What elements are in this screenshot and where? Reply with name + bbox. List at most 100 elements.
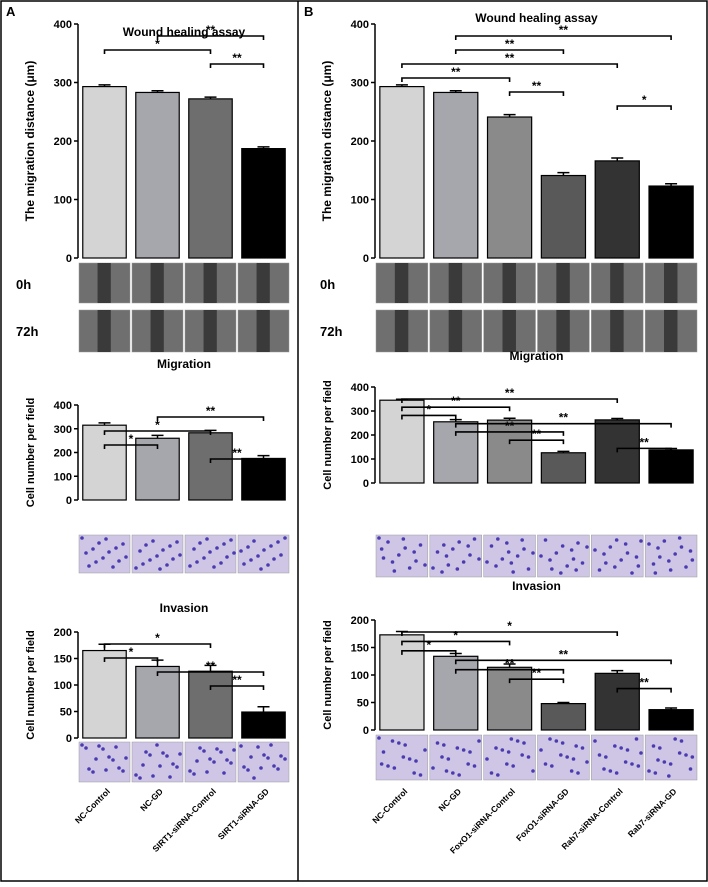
stained-cell — [192, 547, 196, 551]
stained-cell — [283, 536, 287, 540]
stained-cell — [679, 739, 684, 743]
stained-cell — [639, 751, 643, 755]
micrograph — [537, 534, 590, 578]
stained-cell — [468, 553, 472, 557]
y-tick-label: 150 — [54, 654, 72, 666]
stained-cell — [494, 564, 498, 568]
stained-cell — [276, 540, 280, 544]
error-bar — [665, 182, 678, 187]
stained-cell — [440, 755, 444, 759]
stained-cell — [249, 755, 253, 759]
y-tick-label: 200 — [351, 430, 369, 442]
stained-cell — [614, 771, 619, 775]
bar — [379, 634, 425, 731]
stained-cell — [526, 567, 531, 571]
stained-cell — [647, 769, 651, 773]
stained-cell — [158, 764, 162, 768]
stained-cell — [539, 748, 543, 752]
stained-cell — [229, 538, 233, 542]
significance-label: ** — [232, 673, 242, 687]
wound-gap — [97, 263, 111, 303]
stained-cell — [500, 748, 505, 752]
stained-cell — [550, 764, 554, 768]
stained-cell — [141, 763, 145, 767]
y-tick-label: 200 — [351, 136, 369, 148]
error-bar — [257, 705, 270, 713]
stained-cell — [151, 774, 155, 778]
error-bar — [611, 157, 624, 161]
stained-cell — [171, 557, 175, 561]
stained-cell — [466, 544, 470, 548]
significance-label: * — [642, 93, 647, 107]
stained-cell — [269, 544, 273, 548]
stained-cell — [155, 743, 159, 747]
chart-title: Wound healing assay — [123, 25, 246, 39]
bar — [594, 672, 640, 731]
y-tick-label: 0 — [66, 733, 72, 745]
stained-cell — [222, 771, 226, 775]
stained-cell — [249, 558, 253, 562]
stained-cell — [256, 554, 260, 558]
stained-cell — [630, 571, 634, 575]
stained-cell — [276, 767, 280, 771]
stained-cell — [489, 544, 494, 548]
stained-cell — [548, 737, 552, 741]
stained-cell — [390, 560, 395, 564]
bar — [648, 449, 694, 484]
stained-cell — [381, 556, 386, 560]
stained-cell — [161, 548, 165, 552]
stained-cell — [608, 769, 613, 773]
stained-cell — [84, 551, 88, 555]
stained-cell — [677, 751, 682, 755]
significance-bracket — [209, 458, 265, 463]
x-tick-label: Rab7-siRNA-GD — [626, 786, 679, 839]
wound-gap — [664, 263, 678, 303]
stained-cell — [266, 756, 270, 760]
stained-cell — [489, 771, 494, 775]
stained-cell — [256, 745, 260, 749]
stained-cell — [446, 757, 451, 761]
stained-cell — [597, 568, 602, 572]
stained-cell — [121, 769, 125, 773]
wound-gap — [150, 263, 164, 303]
stained-cell — [477, 739, 481, 743]
significance-bracket — [103, 657, 159, 662]
stained-cell — [468, 750, 472, 754]
stained-cell — [403, 546, 407, 550]
stained-cell — [225, 758, 229, 762]
stained-cell — [656, 758, 660, 762]
x-tick-label: NC-Control — [370, 786, 409, 825]
significance-label: ** — [505, 657, 515, 671]
stained-cell — [117, 559, 121, 563]
y-tick-label: 0 — [363, 478, 369, 490]
stained-cell — [165, 754, 169, 758]
significance-bracket — [401, 640, 511, 646]
stained-cell — [509, 561, 514, 565]
y-tick-label: 100 — [54, 195, 72, 207]
stained-cell — [550, 567, 554, 571]
bar — [241, 457, 286, 501]
stained-cell — [688, 767, 693, 771]
stained-cell — [668, 762, 673, 766]
stained-cell — [192, 772, 196, 776]
stained-cell — [673, 552, 677, 556]
stained-cell — [104, 768, 108, 772]
stained-cell — [526, 755, 531, 759]
bar — [486, 666, 533, 731]
y-tick-label: 0 — [363, 253, 369, 265]
stained-cell — [651, 562, 656, 566]
significance-label: * — [129, 645, 134, 659]
stained-cell — [423, 748, 427, 752]
stained-cell — [107, 550, 111, 554]
stained-cell — [506, 750, 511, 754]
stained-cell — [91, 547, 95, 551]
stained-cell — [407, 566, 412, 570]
micrograph — [483, 534, 536, 578]
y-tick-label: 200 — [54, 136, 72, 148]
micrograph — [131, 741, 184, 783]
wound-gap — [256, 263, 270, 303]
significance-bracket — [103, 643, 212, 648]
significance-label: ** — [639, 676, 649, 690]
chart-title: Migration — [157, 357, 211, 371]
